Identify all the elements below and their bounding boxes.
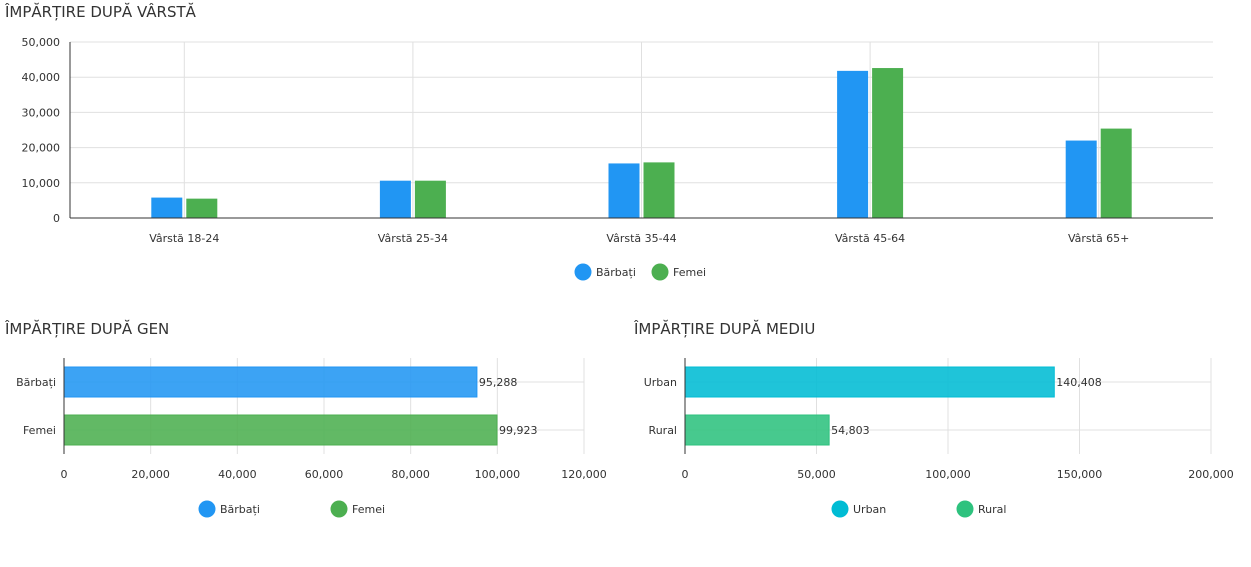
x-tick-label: 120,000 (561, 468, 607, 481)
y-tick-label: 30,000 (22, 106, 61, 119)
legend-label: Urban (853, 503, 886, 516)
legend-label: Femei (352, 503, 385, 516)
chart-title-age: ÎMPĂRȚIRE DUPĂ VÂRSTĂ (5, 3, 196, 21)
x-tick-label: 50,000 (797, 468, 836, 481)
x-tick-label: 40,000 (218, 468, 257, 481)
bar-barbati[interactable] (379, 180, 411, 218)
x-tick-label: 150,000 (1057, 468, 1103, 481)
y-tick-label: 20,000 (22, 142, 61, 155)
x-tick-label: Vârstă 35-44 (606, 232, 676, 245)
legend-marker[interactable] (831, 500, 849, 518)
bar-femei[interactable] (63, 414, 498, 446)
legend-label: Bărbați (596, 266, 636, 279)
data-label: 95,288 (479, 376, 518, 389)
chart-title-gender: ÎMPĂRȚIRE DUPĂ GEN (5, 320, 170, 338)
data-label: 99,923 (499, 424, 537, 437)
bar-barbati[interactable] (151, 197, 183, 218)
y-tick-label: 40,000 (22, 71, 61, 84)
x-tick-label: Vârstă 45-64 (835, 232, 905, 245)
data-label: 140,408 (1056, 376, 1102, 389)
bar-femei[interactable] (1100, 128, 1132, 218)
data-label: 54,803 (831, 424, 870, 437)
legend-label: Bărbați (220, 503, 260, 516)
legend-marker[interactable] (956, 500, 974, 518)
x-tick-label: 200,000 (1188, 468, 1234, 481)
y-tick-label: 10,000 (22, 177, 61, 190)
x-tick-label: 0 (61, 468, 68, 481)
legend-marker[interactable] (574, 263, 592, 281)
legend-marker[interactable] (198, 500, 216, 518)
y-tick-label: Urban (644, 376, 677, 389)
bar-urban[interactable] (684, 366, 1055, 398)
bar-femei[interactable] (872, 68, 904, 218)
x-tick-label: Vârstă 25-34 (378, 232, 448, 245)
chart-title-environment: ÎMPĂRȚIRE DUPĂ MEDIU (634, 320, 816, 338)
y-tick-label: Rural (649, 424, 677, 437)
x-tick-label: 0 (682, 468, 689, 481)
bar-femei[interactable] (643, 162, 675, 218)
x-tick-label: 80,000 (391, 468, 430, 481)
legend-marker[interactable] (651, 263, 669, 281)
x-tick-label: 100,000 (475, 468, 521, 481)
bar-barbati[interactable] (608, 163, 640, 218)
bar-barbati[interactable] (1065, 140, 1097, 218)
legend-marker[interactable] (330, 500, 348, 518)
legend-label: Femei (673, 266, 706, 279)
y-tick-label: Femei (23, 424, 56, 437)
legend-label: Rural (978, 503, 1006, 516)
bar-rural[interactable] (684, 414, 830, 446)
x-tick-label: 60,000 (305, 468, 344, 481)
bar-femei[interactable] (186, 198, 218, 218)
x-tick-label: 20,000 (131, 468, 170, 481)
bar-brbai[interactable] (63, 366, 478, 398)
y-tick-label: 0 (53, 212, 60, 225)
y-tick-label: Bărbați (16, 376, 56, 389)
x-tick-label: 100,000 (925, 468, 971, 481)
y-tick-label: 50,000 (22, 36, 61, 49)
bar-barbati[interactable] (837, 70, 869, 218)
x-tick-label: Vârstă 18-24 (149, 232, 219, 245)
x-tick-label: Vârstă 65+ (1068, 232, 1129, 245)
bar-femei[interactable] (414, 180, 446, 218)
